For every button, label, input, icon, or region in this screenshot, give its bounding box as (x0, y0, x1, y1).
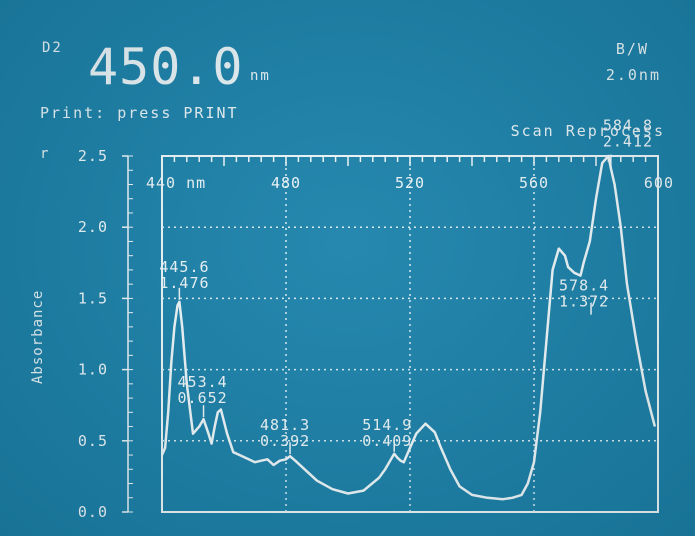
peak-absorbance-label: 0.409 (362, 432, 412, 450)
y-tick-label: 0.0 (78, 503, 108, 521)
peak-absorbance-label: 2.412 (603, 133, 653, 151)
absorbance-trace (160, 154, 657, 501)
wavelength-readout: 450.0 (88, 38, 244, 96)
y-tick-label: 2.5 (78, 147, 108, 165)
x-tick-label: 480 (271, 174, 301, 192)
x-tick-label: 600 (644, 174, 674, 192)
x-tick-label: 560 (519, 174, 549, 192)
corner-mark: r (40, 146, 51, 162)
y-tick-label: 1.0 (78, 361, 108, 379)
lamp-label: D2 (42, 40, 63, 56)
y-tick-label: 2.0 (78, 218, 108, 236)
y-tick-label: 1.5 (78, 289, 108, 307)
peak-wavelength-label: 445.6 (159, 258, 209, 276)
x-tick-label: 520 (395, 174, 425, 192)
peak-wavelength-label: 584.8 (603, 117, 653, 135)
y-tick-label: 0.5 (78, 432, 108, 450)
scan-reprocess-label: Scan Reprocess (510, 122, 665, 140)
x-tick-label: 440 nm (146, 174, 206, 192)
wavelength-unit: nm (250, 68, 271, 84)
peak-absorbance-label: 0.392 (260, 432, 310, 450)
peak-absorbance-label: 1.476 (159, 274, 209, 292)
peak-wavelength-label: 514.9 (362, 416, 412, 434)
peak-absorbance-label: 0.652 (178, 389, 228, 407)
peak-wavelength-label: 453.4 (178, 373, 228, 391)
peak-wavelength-label: 481.3 (260, 416, 310, 434)
bandwidth-value: 2.0nm (605, 66, 661, 84)
peak-wavelength-label: 578.4 (559, 277, 609, 295)
bandwidth-label: B/W (615, 40, 649, 58)
plot-frame (161, 155, 659, 513)
peak-absorbance-label: 1.372 (559, 293, 609, 311)
print-hint: Print: press PRINT (40, 104, 239, 122)
